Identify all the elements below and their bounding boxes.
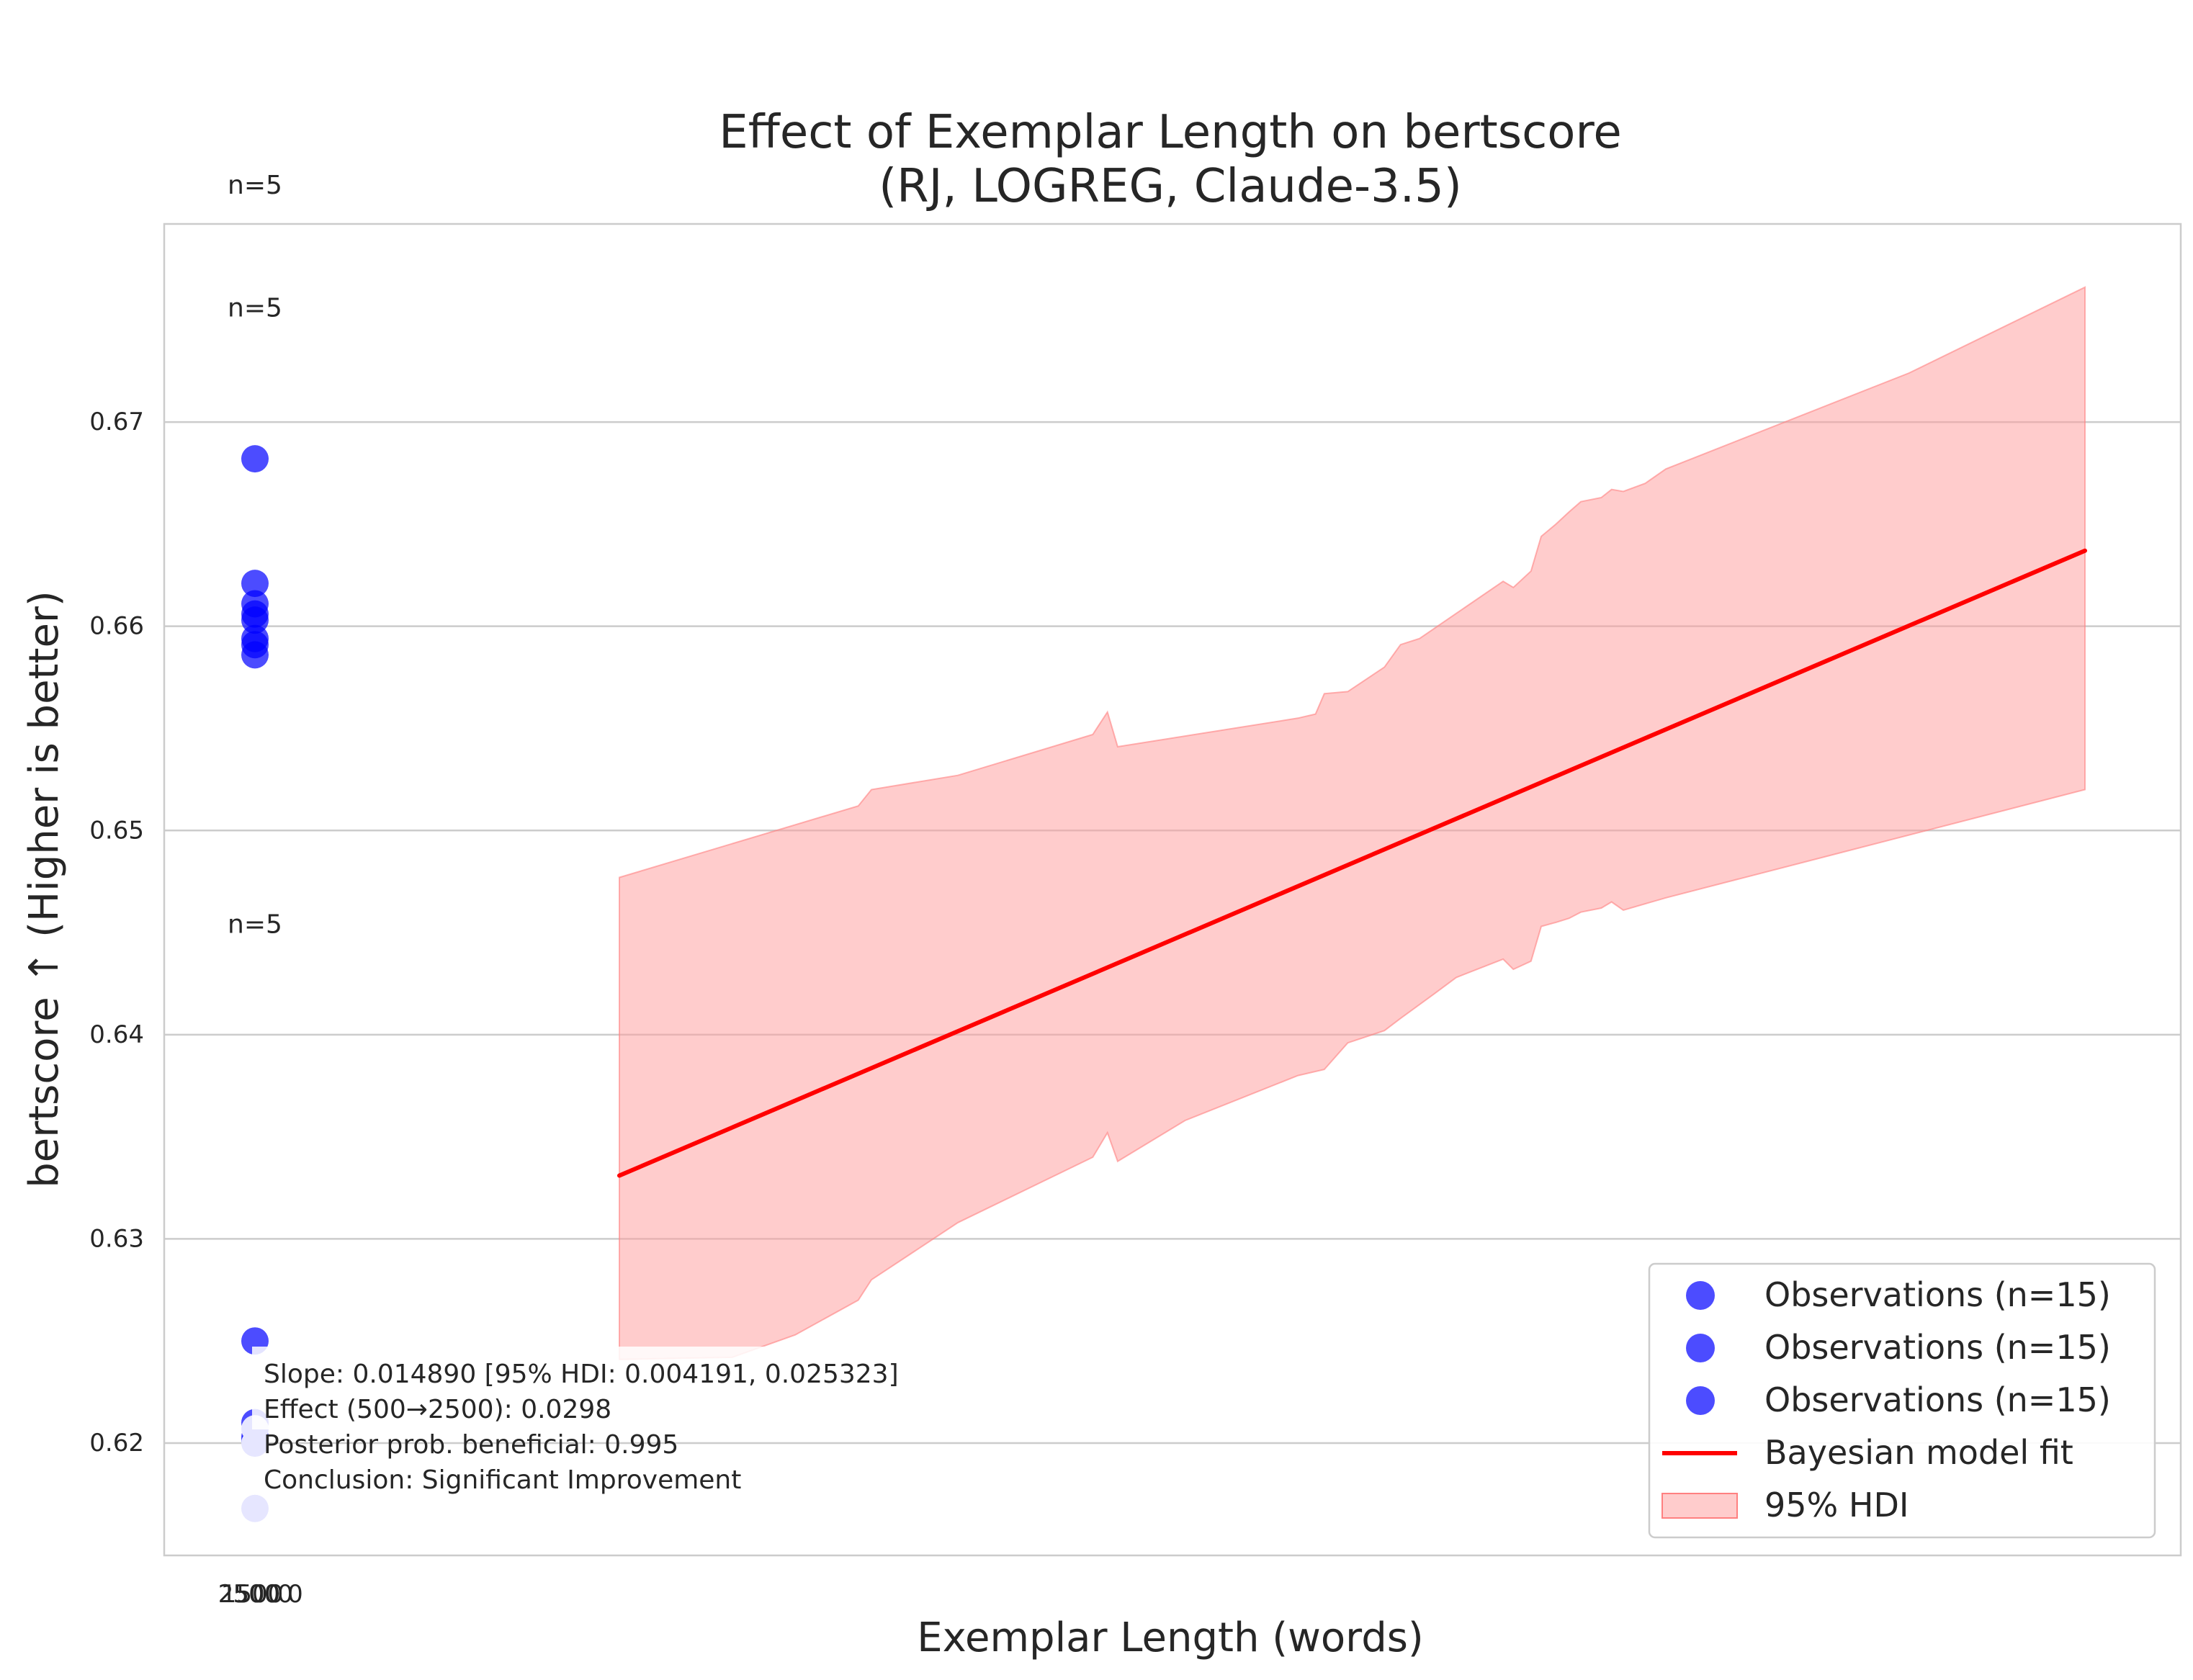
observation-point (241, 445, 269, 473)
annotation-background (252, 1347, 1015, 1429)
count-label: n=5 (228, 910, 282, 940)
legend-marker (1686, 1334, 1715, 1362)
x-tick-label: 500 (233, 1580, 280, 1609)
legend-label: Observations (n=15) (1764, 1380, 2111, 1419)
y-tick-label: 0.65 (89, 816, 144, 845)
x-tick-label: 0 (277, 1580, 293, 1609)
titles: Effect of Exemplar Length on bertscore(R… (21, 106, 1622, 1661)
legend-label: 95% HDI (1764, 1486, 1909, 1524)
hdi-band (619, 286, 2086, 1360)
observation-point (241, 570, 269, 598)
y-tick-label: 0.64 (89, 1020, 144, 1049)
legend-marker (1686, 1386, 1715, 1415)
legend-patch (1661, 1493, 1738, 1519)
legend: Observations (n=15) Observations (n=15) Ob… (1648, 1262, 2156, 1539)
observation-point (241, 1494, 269, 1522)
observation-point (241, 641, 269, 669)
count-labels: n=5 n=5 n=5 (228, 171, 282, 940)
y-tick-label: 0.66 (89, 612, 144, 641)
x-tick-label: 0 (287, 1580, 303, 1609)
legend-marker (1686, 1281, 1715, 1310)
chart-title: (RJ, LOGREG, Claude-3.5) (879, 160, 1462, 213)
legend-label: Bayesian model fit (1764, 1433, 2073, 1472)
count-label: n=5 (228, 293, 282, 323)
annotation-line: Posterior prob. beneficial: 0.995 (264, 1430, 678, 1460)
stats-annotation: Slope: 0.014890 [95% HDI: 0.004191, 0.02… (252, 1347, 1015, 1495)
annotation-line: Conclusion: Significant Improvement (264, 1465, 741, 1495)
observation-point (241, 1429, 269, 1457)
count-label: n=5 (228, 171, 282, 200)
y-tick-labels: 0.62 0.63 0.64 0.65 0.66 0.67 (89, 408, 144, 1457)
y-axis-label: bertscore ↑ (Higher is better) (21, 590, 68, 1188)
plot-frame (163, 223, 2182, 1557)
y-tick-label: 0.62 (89, 1429, 144, 1457)
x-tick-label: 1500 (221, 1580, 284, 1609)
annotation-line: Slope: 0.014890 [95% HDI: 0.004191, 0.02… (264, 1360, 899, 1389)
y-tick-label: 0.67 (89, 408, 144, 436)
x-tick-label: 2500 (218, 1580, 281, 1609)
legend-box (1648, 1262, 2156, 1539)
hdi-band-layer (619, 286, 2086, 1360)
annotation-line: Effect (500→2500): 0.0298 (264, 1395, 611, 1424)
fit-line (617, 548, 2087, 1178)
fit-line-layer (617, 548, 2087, 1178)
x-axis-label: Exemplar Length (words) (917, 1614, 1424, 1661)
legend-label: Observations (n=15) (1764, 1275, 2111, 1314)
y-tick-label: 0.63 (89, 1224, 144, 1253)
chart-title: Effect of Exemplar Length on bertscore (719, 106, 1621, 159)
legend-label: Observations (n=15) (1764, 1328, 2111, 1367)
observation-points (241, 445, 269, 1522)
